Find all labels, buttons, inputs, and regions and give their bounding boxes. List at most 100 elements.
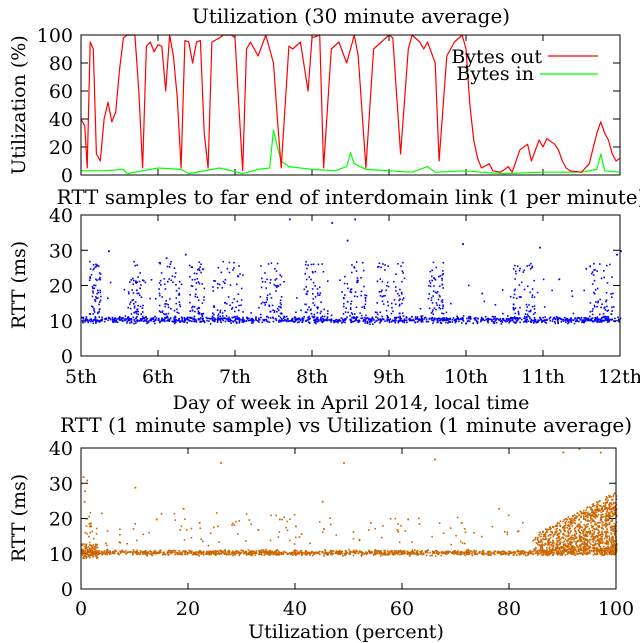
rtt-sample-point xyxy=(424,316,427,319)
rtt-util-point xyxy=(233,552,236,554)
rtt-sample-point xyxy=(97,320,100,323)
rtt-sample-point xyxy=(587,319,590,322)
rtt-util-point xyxy=(598,526,601,528)
rtt-sample-point xyxy=(603,319,606,322)
rtt-util-point xyxy=(585,533,588,536)
rtt-sample-point xyxy=(101,318,104,320)
rtt-sample-point xyxy=(379,295,382,297)
x-tick-label: 40 xyxy=(283,598,307,620)
rtt-util-point xyxy=(591,518,593,520)
rtt-sample-point xyxy=(98,303,100,306)
rtt-util-point xyxy=(107,550,109,552)
rtt-sample-point xyxy=(381,300,384,303)
rtt-sample-point xyxy=(608,320,610,322)
rtt-sample-point xyxy=(164,320,166,323)
rtt-sample-point xyxy=(395,286,397,288)
rtt-sample-point xyxy=(145,316,147,318)
rtt-util-point xyxy=(543,533,545,536)
rtt-sample-point xyxy=(468,284,470,287)
rtt-sample-point xyxy=(539,317,542,320)
rtt-sample-point xyxy=(182,320,184,323)
rtt-util-point xyxy=(539,548,542,551)
rtt-util-point xyxy=(129,550,132,553)
rtt-util-point xyxy=(454,550,456,552)
rtt-util-point xyxy=(608,506,611,508)
rtt-util-point xyxy=(563,549,565,552)
rtt-sample-point xyxy=(602,313,605,315)
rtt-util-point xyxy=(427,549,429,551)
rtt-util-point xyxy=(541,541,543,543)
rtt-outlier-point xyxy=(481,292,484,295)
rtt-util-point xyxy=(419,553,421,555)
x-tick-labels: 0 20 40 60 80 100 xyxy=(75,598,634,620)
rtt-sample-point xyxy=(304,311,307,313)
rtt-sample-point xyxy=(237,293,240,295)
rtt-sample-point xyxy=(112,318,114,321)
rtt-util-point xyxy=(580,512,582,515)
rtt-sample-point xyxy=(594,319,596,321)
rtt-sample-point xyxy=(517,312,520,315)
rtt-sample-point xyxy=(333,320,336,322)
rtt-util-point xyxy=(547,539,549,542)
rtt-util-outlier-point xyxy=(460,522,463,524)
rtt-sample-point xyxy=(261,321,264,324)
rtt-util-point xyxy=(507,550,510,553)
rtt-sample-point xyxy=(462,319,464,321)
rtt-util-point xyxy=(577,529,580,532)
rtt-sample-point xyxy=(589,311,592,313)
data-series xyxy=(80,34,621,175)
rtt-sample-point xyxy=(148,320,150,322)
rtt-sample-point xyxy=(432,309,434,311)
rtt-sample-point xyxy=(195,272,198,275)
rtt-sample-point xyxy=(491,320,493,322)
rtt-sample-point xyxy=(376,311,378,314)
rtt-util-point xyxy=(564,526,566,529)
rtt-util-point xyxy=(606,508,609,511)
rtt-util-point xyxy=(589,506,591,509)
rtt-util-point xyxy=(613,540,616,542)
rtt-util-point xyxy=(275,549,277,552)
rtt-sample-point xyxy=(320,316,322,319)
rtt-sample-point xyxy=(510,317,513,319)
rtt-util-point xyxy=(335,550,338,552)
rtt-sample-point xyxy=(136,320,138,323)
rtt-util-point xyxy=(357,552,359,555)
rtt-util-point xyxy=(309,554,311,556)
rtt-util-point xyxy=(177,552,180,554)
rtt-sample-point xyxy=(184,319,187,322)
rtt-util-point xyxy=(126,542,128,545)
rtt-sample-point xyxy=(533,279,535,282)
rtt-util-point xyxy=(421,550,423,552)
rtt-util-point xyxy=(473,549,475,552)
rtt-sample-point xyxy=(360,290,363,293)
rtt-sample-point xyxy=(143,317,145,320)
rtt-util-point xyxy=(593,532,595,534)
rtt-sample-point xyxy=(506,320,509,322)
rtt-sample-point xyxy=(555,315,558,318)
rtt-util-point xyxy=(570,546,573,549)
rtt-util-point xyxy=(184,518,186,520)
rtt-util-point xyxy=(292,551,295,554)
rtt-sample-point xyxy=(96,319,99,322)
rtt-sample-point xyxy=(183,317,186,320)
rtt-sample-point xyxy=(398,303,401,306)
rtt-sample-point xyxy=(176,308,178,311)
rtt-sample-point xyxy=(242,316,244,319)
rtt-sample-point xyxy=(194,278,196,281)
rtt-sample-point xyxy=(432,313,434,315)
rtt-util-point xyxy=(597,539,599,541)
rtt-sample-point xyxy=(421,320,424,323)
rtt-sample-point xyxy=(167,280,169,283)
rtt-sample-point xyxy=(266,320,269,323)
rtt-sample-point xyxy=(161,311,164,314)
rtt-util-point xyxy=(588,551,591,553)
rtt-util-point xyxy=(434,555,437,557)
rtt-sample-point xyxy=(350,321,352,324)
rtt-sample-point xyxy=(585,317,587,319)
rtt-sample-point xyxy=(519,306,521,309)
rtt-util-point xyxy=(89,524,92,527)
rtt-sample-point xyxy=(287,320,290,323)
rtt-sample-point xyxy=(233,310,236,313)
rtt-util-point xyxy=(609,502,611,504)
rtt-util-point xyxy=(179,551,181,554)
